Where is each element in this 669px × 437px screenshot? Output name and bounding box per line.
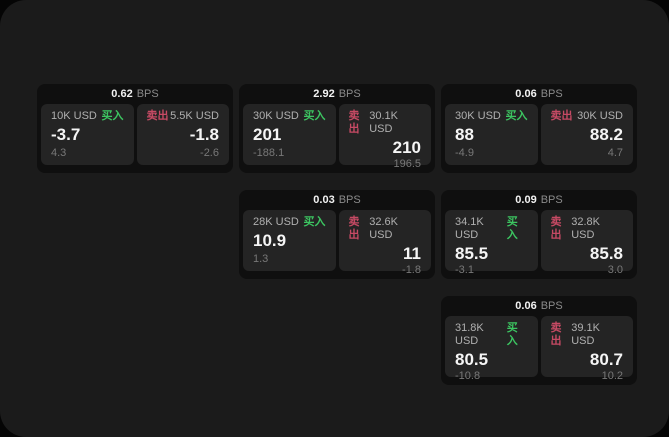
sell-price-tile[interactable]: 卖出 30K USD 88.2 4.7 (540, 104, 633, 165)
spread-unit: BPS (540, 194, 563, 206)
buy-price-tile[interactable]: 28K USD 买入 10.9 1.3 (243, 210, 336, 271)
spread-value: 2.92 (313, 88, 335, 100)
buy-price: 10.9 (253, 231, 287, 250)
sell-side-label: 卖出 (348, 216, 360, 241)
buy-price: -3.7 (51, 125, 81, 144)
sell-notional: 30.1K USD (369, 110, 398, 135)
spread-value: 0.03 (313, 194, 335, 206)
buy-price-tile[interactable]: 30K USD 买入 88 -4.9 (445, 104, 538, 165)
buy-delta: 4.3 (51, 147, 67, 159)
spread-header: 0.03 BPS (239, 190, 435, 210)
buy-price-tile[interactable]: 10K USD 买入 -3.7 4.3 (41, 104, 134, 165)
spread-unit: BPS (540, 300, 563, 312)
buy-delta: -3.1 (455, 264, 474, 276)
spread-header: 0.06 BPS (441, 296, 637, 316)
buy-delta: 1.3 (253, 253, 269, 265)
spread-unit: BPS (540, 88, 563, 100)
quote-card: 2.92 BPS 30K USD 买入 201 -188.1 卖出 30.1K … (239, 84, 435, 173)
spread-unit: BPS (136, 88, 159, 100)
quote-card: 0.03 BPS 28K USD 买入 10.9 1.3 卖出 32.6K US… (239, 190, 435, 279)
sell-delta: -1.8 (402, 264, 421, 276)
sell-price: 80.7 (589, 350, 623, 369)
sell-side-label: 卖出 (146, 110, 169, 122)
sell-price: -1.8 (189, 125, 219, 144)
sell-price: 85.8 (589, 244, 623, 263)
sell-delta: 4.7 (607, 147, 623, 159)
spread-header: 2.92 BPS (239, 84, 435, 104)
sell-notional: 32.8K USD (571, 216, 600, 241)
sell-notional: 5.5K USD (170, 110, 219, 122)
buy-price-tile[interactable]: 30K USD 买入 201 -188.1 (243, 104, 336, 165)
sell-price: 11 (403, 244, 421, 263)
buy-price-tile[interactable]: 31.8K USD 买入 80.5 -10.8 (445, 316, 538, 382)
sell-side-label: 卖出 (550, 110, 573, 122)
buy-notional: 31.8K USD (455, 322, 484, 347)
buy-delta: -4.9 (455, 147, 474, 159)
buy-notional: 30K USD (253, 110, 299, 122)
sell-delta: -2.6 (200, 147, 219, 159)
sell-notional: 32.6K USD (369, 216, 398, 241)
sell-side-label: 卖出 (348, 110, 360, 135)
quote-card: 0.09 BPS 34.1K USD 买入 85.5 -3.1 卖出 32.8K… (441, 190, 637, 279)
buy-side-label: 买入 (101, 110, 124, 122)
sell-delta: 3.0 (607, 264, 623, 276)
buy-side-label: 买入 (303, 110, 326, 122)
spread-header: 0.06 BPS (441, 84, 637, 104)
spread-value: 0.06 (515, 88, 537, 100)
sell-price-tile[interactable]: 卖出 5.5K USD -1.8 -2.6 (136, 104, 229, 165)
quote-card: 0.06 BPS 30K USD 买入 88 -4.9 卖出 30K USD (441, 84, 637, 173)
spread-unit: BPS (338, 88, 361, 100)
sell-side-label: 卖出 (550, 216, 562, 241)
buy-price: 201 (253, 125, 282, 144)
quote-card: 0.62 BPS 10K USD 买入 -3.7 4.3 卖出 5.5K USD (37, 84, 233, 173)
spread-value: 0.09 (515, 194, 537, 206)
buy-price: 85.5 (455, 244, 489, 263)
buy-side-label: 买入 (505, 110, 528, 122)
buy-side-label: 买入 (303, 216, 326, 228)
buy-price: 80.5 (455, 350, 489, 369)
quote-card: 0.06 BPS 31.8K USD 买入 80.5 -10.8 卖出 39.1… (441, 296, 637, 385)
buy-notional: 30K USD (455, 110, 501, 122)
sell-price-tile[interactable]: 卖出 30.1K USD 210 196.5 (338, 104, 431, 170)
buy-notional: 10K USD (51, 110, 97, 122)
sell-notional: 39.1K USD (571, 322, 600, 347)
buy-price-tile[interactable]: 34.1K USD 买入 85.5 -3.1 (445, 210, 538, 276)
buy-price: 88 (455, 125, 474, 144)
sell-price: 88.2 (589, 125, 623, 144)
sell-delta: 10.2 (601, 370, 623, 382)
sell-price-tile[interactable]: 卖出 32.6K USD 11 -1.8 (338, 210, 431, 276)
buy-delta: -10.8 (455, 370, 481, 382)
buy-side-label: 买入 (506, 322, 518, 347)
spread-unit: BPS (338, 194, 361, 206)
sell-notional: 30K USD (577, 110, 623, 122)
spread-value: 0.06 (515, 300, 537, 312)
spread-header: 0.09 BPS (441, 190, 637, 210)
sell-price: 210 (392, 138, 421, 157)
buy-notional: 28K USD (253, 216, 299, 228)
sell-side-label: 卖出 (550, 322, 562, 347)
buy-delta: -188.1 (253, 147, 285, 159)
buy-side-label: 买入 (506, 216, 518, 241)
sell-delta: 196.5 (393, 158, 421, 170)
spread-header: 0.62 BPS (37, 84, 233, 104)
spread-value: 0.62 (111, 88, 133, 100)
sell-price-tile[interactable]: 卖出 39.1K USD 80.7 10.2 (540, 316, 633, 382)
buy-notional: 34.1K USD (455, 216, 484, 241)
sell-price-tile[interactable]: 卖出 32.8K USD 85.8 3.0 (540, 210, 633, 276)
